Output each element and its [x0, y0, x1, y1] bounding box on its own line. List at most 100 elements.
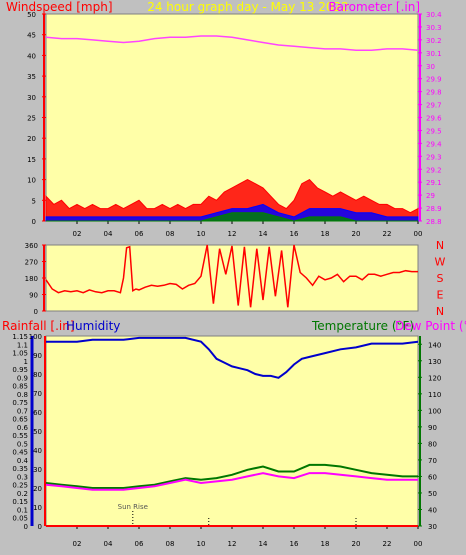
windspeed-tick-label: 10 — [27, 177, 36, 185]
x-tick-label: 04 — [104, 540, 113, 548]
direction-tick-label: 180 — [25, 275, 38, 283]
x-tick-label: 14 — [259, 230, 268, 238]
x-tick-label: 10 — [197, 540, 206, 548]
x-tick-label: 08 — [166, 540, 175, 548]
plot-area — [45, 244, 419, 312]
windspeed-tick-label: 40 — [27, 52, 36, 60]
plot-area — [45, 335, 419, 527]
barometer-tick-label: 29.1 — [426, 179, 442, 187]
rainfall-tick-label: 0.2 — [17, 490, 28, 498]
rainfall-tick-label: 0.5 — [17, 440, 28, 448]
wind-min-series — [46, 212, 418, 222]
temperature-line — [45, 463, 418, 489]
x-tick-label: 12 — [228, 540, 237, 548]
rainfall-tick-label: 0.65 — [12, 416, 28, 424]
windspeed-tick-label: 25 — [27, 115, 36, 123]
barometer-tick-label: 30.1 — [426, 50, 442, 58]
x-tick-label: 10 — [197, 230, 206, 238]
compass-label: W — [435, 256, 446, 269]
x-tick-label: 02 — [73, 230, 82, 238]
barometer-axis-label: Barometer [.in] — [328, 0, 420, 14]
x-tick-label: 20 — [352, 540, 361, 548]
rainfall-tick-label: 0.45 — [12, 449, 28, 457]
x-tick-label: 16 — [290, 540, 299, 548]
dewpoint-line — [45, 472, 418, 491]
direction-tick-label: 270 — [25, 259, 38, 267]
barometer-tick-label: 29.2 — [426, 166, 442, 174]
x-tick-label: 14 — [259, 540, 268, 548]
wind-direction-line — [45, 244, 418, 308]
rainfall-tick-label: 1.15 — [12, 333, 28, 341]
barometer-tick-label: 28.9 — [426, 205, 442, 213]
rainfall-tick-label: 0.85 — [12, 383, 28, 391]
barometer-tick-label: 29.4 — [426, 140, 442, 148]
x-tick-label: 04 — [104, 230, 113, 238]
temperature-tick-label: 120 — [428, 374, 441, 382]
windspeed-axis-label: Windspeed [mph] — [6, 0, 113, 14]
humidity-tick-label: 50 — [33, 428, 42, 436]
x-tick-label: 22 — [383, 540, 392, 548]
x-tick-label: 06 — [135, 230, 144, 238]
rainfall-tick-label: 0.25 — [12, 482, 28, 490]
temperature-tick-label: 60 — [428, 473, 437, 481]
barometer-tick-label: 29.5 — [426, 127, 442, 135]
plot-area — [45, 13, 419, 222]
x-tick-label: 00 — [414, 540, 423, 548]
barometer-tick-label: 29.6 — [426, 115, 442, 123]
compass-label: N — [436, 305, 444, 318]
humidity-tick-label: 20 — [33, 485, 42, 493]
windspeed-tick-label: 5 — [32, 197, 36, 205]
barometer-tick-label: 30.4 — [426, 11, 442, 19]
humidity-tick-label: 0 — [38, 523, 42, 531]
humidity-tick-label: 70 — [33, 390, 42, 398]
temperature-tick-label: 90 — [428, 424, 437, 432]
humidity-tick-label: 40 — [33, 447, 42, 455]
rainfall-tick-label: 0.15 — [12, 498, 28, 506]
direction-tick-label: 360 — [25, 242, 38, 250]
rainfall-tick-label: 0.35 — [12, 465, 28, 473]
windspeed-tick-label: 35 — [27, 73, 36, 81]
windspeed-tick-label: 45 — [27, 32, 36, 40]
x-tick-label: 02 — [73, 540, 82, 548]
humidity-tick-label: 60 — [33, 409, 42, 417]
temperature-tick-label: 130 — [428, 358, 441, 366]
windspeed-tick-label: 20 — [27, 135, 36, 143]
temperature-tick-label: 80 — [428, 440, 437, 448]
barometer-tick-label: 29.7 — [426, 102, 442, 110]
barometer-tick-label: 29.8 — [426, 89, 442, 97]
barometer-tick-label: 30.3 — [426, 24, 442, 32]
windspeed-tick-label: 30 — [27, 94, 36, 102]
rainfall-tick-label: 1.1 — [17, 341, 28, 349]
compass-label: N — [436, 239, 444, 252]
x-tick-label: 12 — [228, 230, 237, 238]
barometer-tick-label: 30.2 — [426, 37, 442, 45]
humidity-line — [46, 336, 419, 379]
rainfall-tick-label: 0 — [24, 523, 28, 531]
barometer-tick-label: 28.8 — [426, 218, 442, 226]
dewpoint-axis-label: Dew Point (°F) — [395, 319, 466, 333]
barometer-tick-label: 29 — [426, 192, 435, 200]
rainfall-tick-label: 0.4 — [17, 457, 29, 465]
temperature-tick-label: 40 — [428, 506, 437, 514]
temperature-tick-label: 140 — [428, 341, 441, 349]
x-tick-label: 08 — [166, 230, 175, 238]
sunrise-label: Sun Rise — [118, 503, 148, 511]
x-tick-label: 18 — [321, 540, 330, 548]
windspeed-tick-label: 50 — [27, 11, 36, 19]
rainfall-tick-label: 0.3 — [17, 473, 28, 481]
humidity-tick-label: 90 — [33, 352, 42, 360]
humidity-axis-label: Humidity — [66, 319, 120, 333]
rainfall-tick-label: 0.75 — [12, 399, 28, 407]
x-tick-label: 00 — [414, 230, 423, 238]
temperature-axis-label: Temperature (°F) — [311, 319, 414, 333]
direction-tick-label: 90 — [29, 292, 38, 300]
humidity-tick-label: 10 — [33, 504, 42, 512]
barometer-line — [45, 35, 419, 51]
graph-title: 24 hour graph day - May 13 2022 — [147, 0, 349, 14]
humidity-tick-label: 30 — [33, 466, 42, 474]
x-tick-label: 16 — [290, 230, 299, 238]
rainfall-tick-label: 0.05 — [12, 515, 28, 523]
rainfall-axis-label: Rainfall [.in] — [2, 319, 75, 333]
